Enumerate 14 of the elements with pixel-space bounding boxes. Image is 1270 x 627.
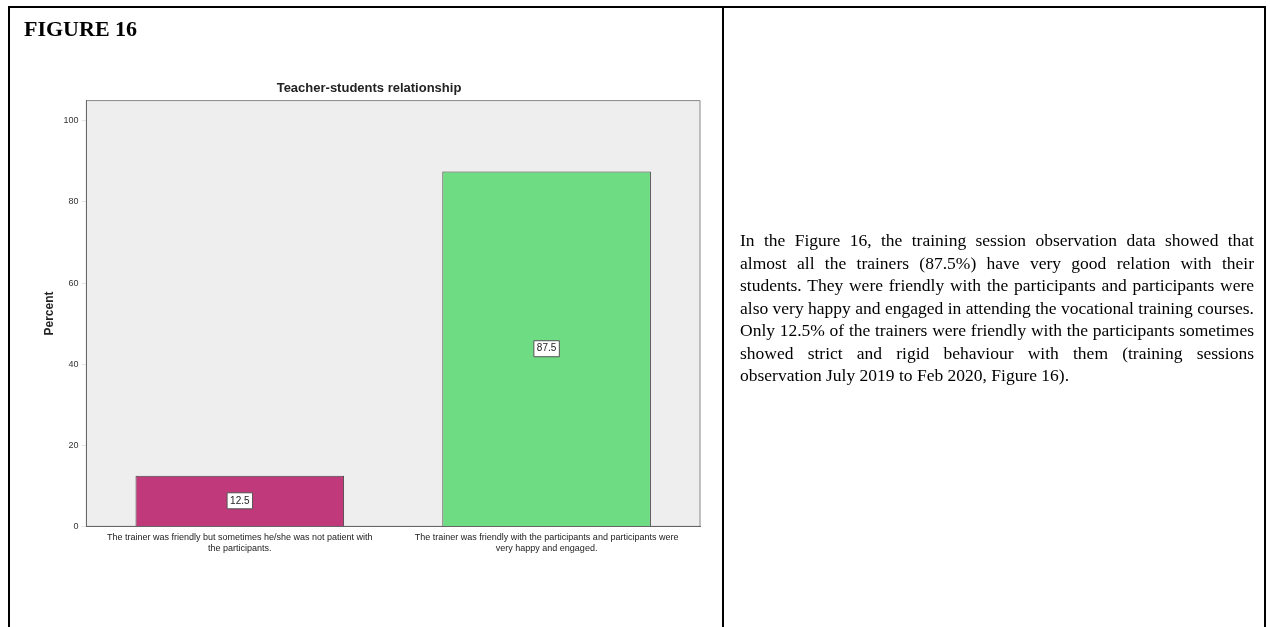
y-tick-label: 20 [68,439,79,450]
data-label: 87.5 [536,342,557,354]
y-tick-label: 40 [68,358,79,369]
x-tick-label: The trainer was friendly but sometimes he/she was not patient with the participants. [106,532,373,554]
caption: FIGURE 16 [24,16,138,42]
y-tick-label: 80 [68,196,79,207]
y-tick-label: 60 [68,277,79,288]
y-tick-label: 100 [63,115,79,126]
chart-title: Teacher-students relationship [276,80,462,96]
text: In the Figure 16, the training session observation data showed that almost all the trainers (87.5%) have very good relation with their students. They were friendly with the participants and participants were also very happy and engaged in attending the vocational training courses. Only 12.5% of the trainers were friendly with the participants sometimes showed strict and rigid behaviour with them (training sessions observation July 2019 to Feb 2020, Figure 16). [740,229,1254,387]
y-tick-label: 0 [73,520,79,531]
y-axis-title: Percent [41,291,56,336]
data-label: 12.5 [230,494,250,506]
x-tick-label: The trainer was friendly with the participants and participants were very happy and engaged. [414,532,679,554]
